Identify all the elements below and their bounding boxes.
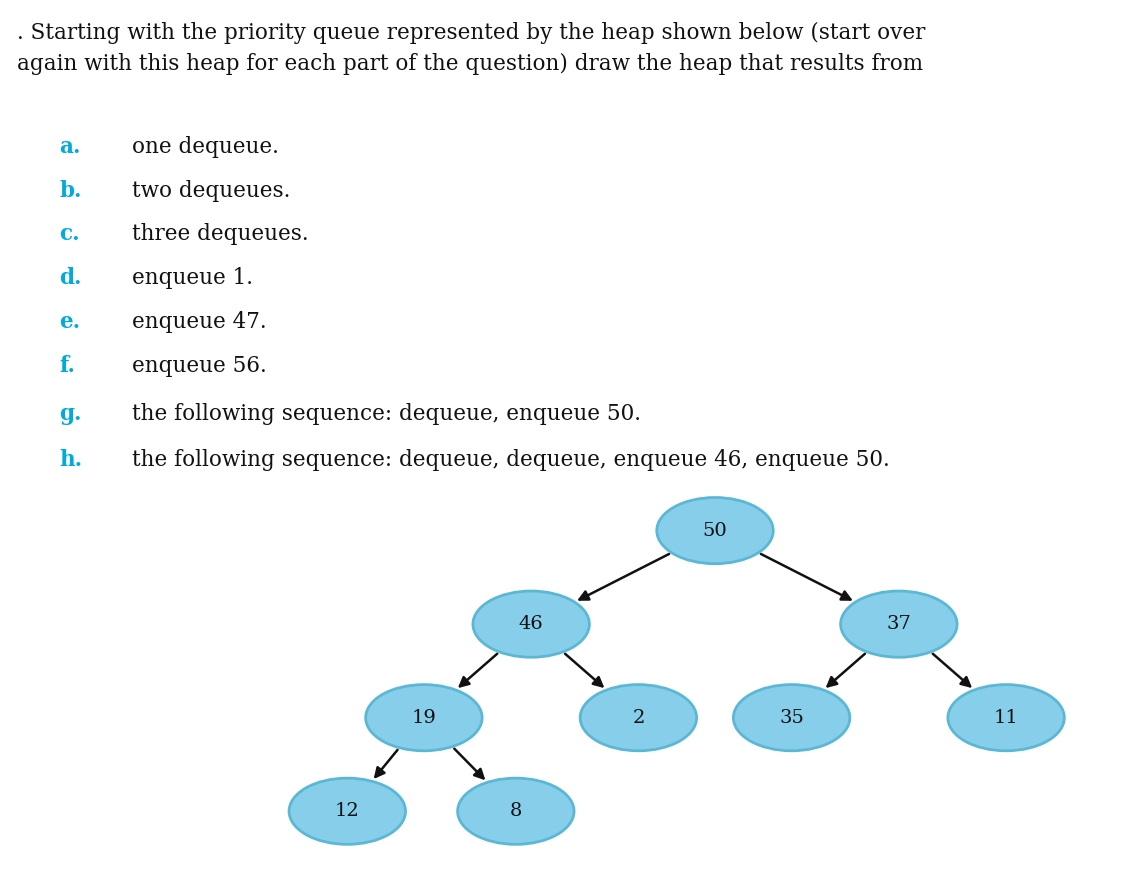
- Text: 35: 35: [779, 709, 804, 727]
- Text: b.: b.: [59, 180, 82, 201]
- Text: 12: 12: [335, 802, 359, 820]
- Ellipse shape: [580, 685, 697, 751]
- Text: one dequeue.: one dequeue.: [132, 136, 278, 158]
- Ellipse shape: [472, 591, 589, 657]
- Ellipse shape: [948, 685, 1064, 751]
- Text: 8: 8: [509, 802, 522, 820]
- Text: 37: 37: [887, 615, 912, 633]
- Text: 2: 2: [633, 709, 644, 727]
- Text: enqueue 1.: enqueue 1.: [132, 267, 253, 289]
- Text: g.: g.: [59, 403, 82, 425]
- Text: h.: h.: [59, 449, 82, 470]
- Text: f.: f.: [59, 355, 76, 377]
- Ellipse shape: [733, 685, 850, 751]
- Text: a.: a.: [59, 136, 81, 158]
- Text: 46: 46: [518, 615, 543, 633]
- Text: 19: 19: [412, 709, 436, 727]
- Text: e.: e.: [59, 311, 80, 333]
- Text: 11: 11: [994, 709, 1018, 727]
- Text: enqueue 47.: enqueue 47.: [132, 311, 267, 333]
- Ellipse shape: [289, 778, 405, 844]
- Text: two dequeues.: two dequeues.: [132, 180, 289, 201]
- Text: the following sequence: dequeue, dequeue, enqueue 46, enqueue 50.: the following sequence: dequeue, dequeue…: [132, 449, 889, 470]
- Text: three dequeues.: three dequeues.: [132, 223, 308, 245]
- Ellipse shape: [841, 591, 958, 657]
- Text: enqueue 56.: enqueue 56.: [132, 355, 267, 377]
- Text: . Starting with the priority queue represented by the heap shown below (start ov: . Starting with the priority queue repre…: [17, 22, 925, 74]
- Text: c.: c.: [59, 223, 80, 245]
- Text: d.: d.: [59, 267, 82, 289]
- Ellipse shape: [366, 685, 482, 751]
- Ellipse shape: [458, 778, 574, 844]
- Text: the following sequence: dequeue, enqueue 50.: the following sequence: dequeue, enqueue…: [132, 403, 641, 425]
- Text: 50: 50: [702, 521, 728, 540]
- Ellipse shape: [657, 498, 773, 564]
